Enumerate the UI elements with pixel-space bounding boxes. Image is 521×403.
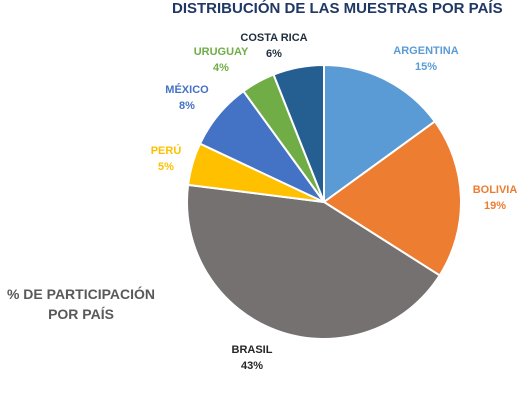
chart-title: DISTRIBUCIÓN DE LAS MUESTRAS POR PAÍS <box>172 0 503 17</box>
slice-percent-label: 6% <box>266 48 282 60</box>
slice-percent-label: 43% <box>241 360 263 372</box>
slice-percent-label: 5% <box>158 161 174 173</box>
slice-percent-label: 15% <box>415 61 437 73</box>
pie-slice-bolivia <box>322 120 463 277</box>
slice-label: PERÚ <box>151 144 182 157</box>
slice-label: ARGENTINA <box>393 45 458 57</box>
slice-label: BOLIVIA <box>473 184 518 196</box>
slice-label: URUGUAY <box>194 46 249 58</box>
slice-percent-label: 19% <box>484 200 506 212</box>
slice-label: COSTA RICA <box>240 32 307 44</box>
pie-slice-brasil <box>186 183 442 340</box>
pie-slice-argentina <box>323 63 437 204</box>
slice-percent-label: 4% <box>213 62 229 74</box>
caption-line-1: % DE PARTICIPACIÓN <box>6 286 156 302</box>
participation-caption: % DE PARTICIPACIÓN POR PAÍS <box>6 284 156 324</box>
slice-label: MÉXICO <box>165 83 209 96</box>
pie-labels: ARGENTINA 15% BOLIVIA 19% BRASIL 43% PERÚ 5% MÉX… <box>151 32 518 372</box>
pie-slices <box>186 63 463 340</box>
pie-slice-costa-rica <box>272 63 325 203</box>
slice-label: BRASIL <box>232 344 273 356</box>
slice-percent-label: 8% <box>179 100 195 112</box>
caption-line-2: POR PAÍS <box>48 306 114 322</box>
